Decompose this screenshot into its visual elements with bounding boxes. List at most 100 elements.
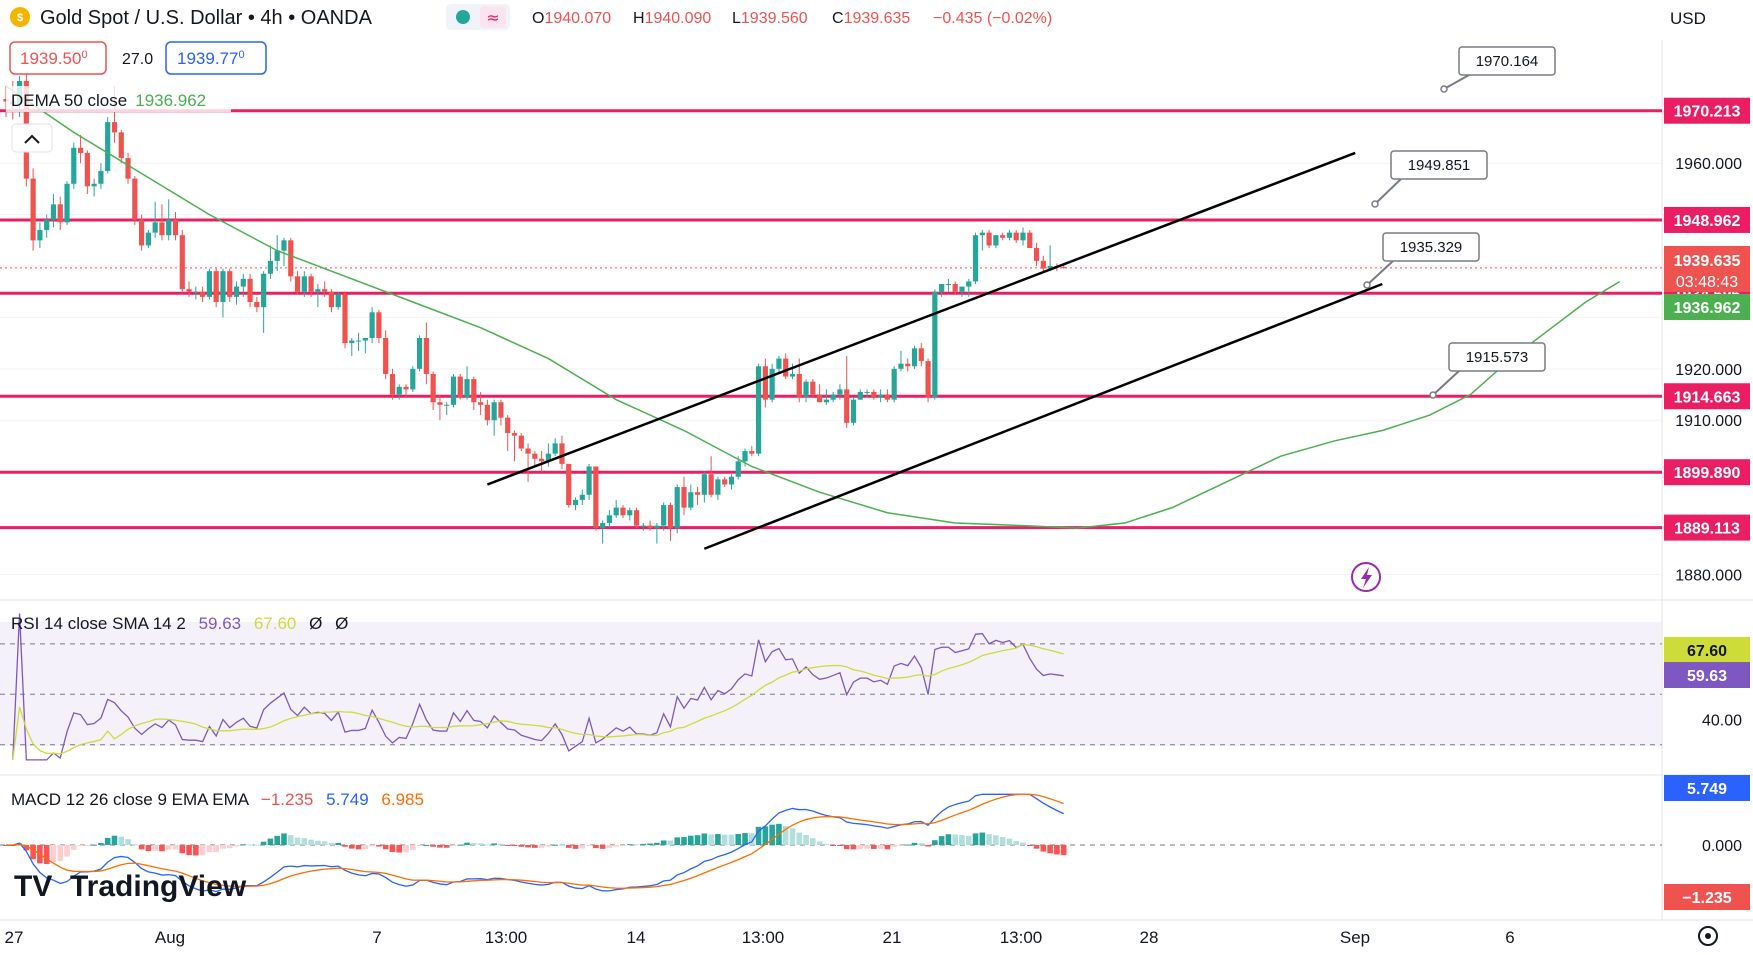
macd-histogram-bar [376,845,382,847]
candle-body [152,222,158,233]
visibility-icon[interactable] [456,10,470,24]
symbol-title[interactable]: Gold Spot / U.S. Dollar • 4h • OANDA [40,7,373,29]
candle-body [701,474,707,495]
callout-anchor[interactable] [1440,85,1448,93]
candle-body [620,507,626,516]
lightning-icon[interactable] [1351,562,1381,592]
candle-body [362,337,368,341]
candle-body [349,340,355,344]
macd-histogram-bar [837,845,843,846]
candle-body [661,505,667,526]
macd-histogram-bar [443,845,450,848]
macd-histogram-bar [728,834,735,845]
candle-body [559,443,565,464]
rsi-sma-badge[interactable] [1664,636,1750,663]
callout-label: 1915.573 [1466,349,1529,366]
last-price-badge[interactable] [1664,246,1750,292]
callout-box[interactable] [1448,342,1546,372]
macd-histogram-bar [125,839,131,845]
macd-histogram-bar [654,842,660,845]
macd-value-badge-label: 5.749 [1687,781,1727,798]
macd-histogram-bar [979,832,986,845]
candle-body [1027,232,1033,249]
level-price-badge[interactable] [1664,383,1750,410]
gear-icon[interactable] [1698,926,1718,946]
macd-histogram-bar [355,845,362,850]
callout-box[interactable] [1382,232,1480,262]
macd-histogram-bar [240,844,247,846]
macd-histogram-bar [891,845,897,848]
callout-box[interactable] [1458,46,1556,76]
macd-histogram-bar [721,834,728,845]
trade-panel[interactable]: 1939.500 27.0 1939.770 [9,41,267,75]
currency-selector[interactable]: USD [1670,9,1706,28]
rsi-legend[interactable]: RSI 14 close SMA 14 2 59.63 67.60 Ø Ø [11,614,348,633]
macd-histogram-bar [84,845,91,846]
macd-histogram-bar [742,833,748,845]
candle-body [1047,266,1053,269]
macd-hist-badge-label: −1.235 [1682,890,1731,907]
candle-body [383,337,389,374]
callout-anchor[interactable] [1363,281,1371,289]
bar-countdown-label: 03:48:43 [1676,274,1738,291]
collapse-button[interactable] [11,123,53,153]
candle-body [139,219,145,246]
price-callouts[interactable]: 1970.164 1949.851 1935.329 1915.573 [1363,46,1556,399]
macd-histogram-bar [789,828,796,845]
svg-text:≈: ≈ [486,8,499,27]
macd-histogram-bar [274,835,280,845]
callout-anchor[interactable] [1429,391,1437,399]
level-price-badge[interactable] [1664,97,1750,124]
dema-price-badge[interactable] [1664,294,1750,320]
svg-text:$: $ [17,12,23,24]
macd-histogram-bar [233,845,240,847]
level-price-label: 1914.663 [1674,389,1741,406]
macd-histogram-bar [565,845,572,848]
candle-body [430,373,436,403]
price-axis[interactable]: 1960.000 1920.000 1910.000 1880.000 1970.213… [1664,97,1750,585]
macd-legend[interactable]: MACD 12 26 close 9 EMA EMA −1.235 5.749 … [11,790,424,809]
macd-value-badge[interactable] [1664,775,1750,801]
candle-body [918,348,924,362]
macd-histogram-bar [904,844,911,846]
level-price-badge[interactable] [1664,459,1750,486]
callout-anchor[interactable] [1371,200,1379,208]
macd-histogram-bar [342,845,348,847]
trend-channel[interactable] [486,151,1383,550]
indicator-menu-icon[interactable] [480,6,506,28]
candle-body [864,391,870,393]
macd-histogram-bar [620,845,626,846]
candle-body [369,312,375,338]
candle-body [939,284,945,292]
channel-upper-line[interactable] [486,151,1356,486]
candle-body [200,291,206,297]
macd-hist-badge[interactable] [1664,884,1750,910]
sell-button[interactable] [9,41,107,75]
candle-body [308,276,314,292]
macd-histogram-bar [762,826,769,845]
candle-body [654,525,660,529]
level-price-badge[interactable] [1664,514,1750,541]
macd-histogram-bar [1047,845,1053,854]
macd-histogram-bar [755,826,762,845]
candle-body [600,523,606,529]
candle-body [172,219,179,236]
candle-body [342,294,348,344]
time-axis[interactable]: 27 Aug 7 13:00 14 13:00 21 13:00 28 Sep 6 [5,928,1515,947]
channel-lower-line[interactable] [703,282,1383,550]
macd-histogram-bar [538,845,545,848]
macd-signal-polyline [5,793,1064,889]
level-price-badge[interactable] [1664,206,1750,233]
svg-text:O1940.070: O1940.070 [532,10,611,27]
candle-body [667,505,674,529]
candle-body [810,381,816,395]
level-price-label: 1970.213 [1674,104,1741,121]
rsi-value-badge[interactable] [1664,662,1750,689]
rsi-polyline [12,613,1064,761]
candle-body [511,433,518,436]
buy-button[interactable] [165,41,267,75]
callout-pointer [1366,260,1394,286]
callout-box[interactable] [1390,150,1488,180]
dema-legend[interactable]: DEMA 50 close 1936.962 [6,86,231,112]
